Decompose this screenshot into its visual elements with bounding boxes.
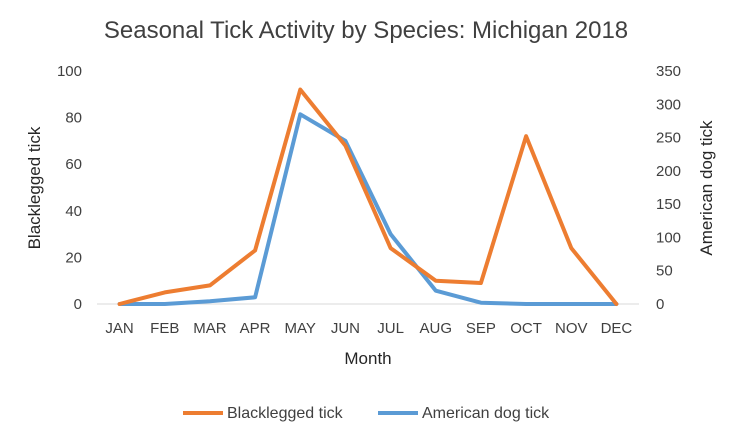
- x-tick-label-dec: DEC: [601, 320, 633, 337]
- legend-label-american-dog-tick: American dog tick: [422, 405, 550, 422]
- y-left-tick-label: 20: [65, 249, 82, 266]
- y-right-tick-label: 150: [656, 196, 681, 213]
- x-tick-label-jul: JUL: [377, 320, 404, 337]
- y-right-tick-label: 350: [656, 63, 681, 80]
- series-line-american-dog-tick: [117, 112, 619, 306]
- x-tick-label-aug: AUG: [419, 320, 452, 337]
- legend-label-blacklegged-tick: Blacklegged tick: [227, 405, 344, 422]
- y-right-tick-label: 0: [656, 296, 664, 313]
- y-left-tick-label: 80: [65, 110, 82, 127]
- y-right-tick-label: 250: [656, 130, 681, 147]
- y-right-tick-label: 100: [656, 229, 681, 246]
- chart-title: Seasonal Tick Activity by Species: Michi…: [104, 17, 628, 44]
- y-axis-right-label: American dog tick: [697, 120, 716, 256]
- y-right-tick-label: 300: [656, 96, 681, 113]
- x-tick-label-jun: JUN: [331, 320, 360, 337]
- x-tick-label-feb: FEB: [150, 320, 179, 337]
- x-tick-label-may: MAY: [285, 320, 316, 337]
- y-right-tick-label: 50: [656, 263, 673, 280]
- x-tick-label-sep: SEP: [466, 320, 496, 337]
- y-left-tick-label: 40: [65, 203, 82, 220]
- legend: Blacklegged tick American dog tick: [183, 405, 550, 422]
- x-tick-label-oct: OCT: [510, 320, 542, 337]
- y-left-tick-label: 100: [57, 63, 82, 80]
- y-left-tick-label: 60: [65, 156, 82, 173]
- y-left-tick-label: 0: [74, 296, 82, 313]
- x-tick-label-jan: JAN: [105, 320, 133, 337]
- x-axis-label: Month: [344, 349, 391, 368]
- x-tick-label-nov: NOV: [555, 320, 588, 337]
- x-tick-label-apr: APR: [240, 320, 271, 337]
- y-axis-left-label: Blacklegged tick: [25, 126, 44, 249]
- y-right-tick-label: 200: [656, 163, 681, 180]
- x-tick-label-mar: MAR: [193, 320, 227, 337]
- series-line-blacklegged-tick: [117, 87, 619, 306]
